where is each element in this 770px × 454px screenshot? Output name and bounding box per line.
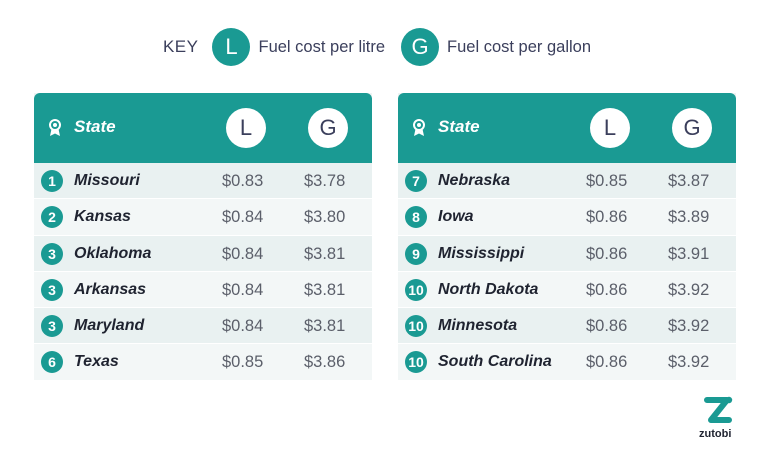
litre-price: $0.86: [586, 244, 628, 263]
right-table-header: State L G: [398, 93, 736, 163]
gallon-price: $3.80: [304, 208, 346, 227]
rank-badge: 3: [41, 278, 63, 301]
table-row: 9 Mississippi $0.86 $3.91: [398, 235, 736, 272]
state-name: Oklahoma: [74, 244, 152, 262]
state-name: Maryland: [74, 317, 145, 335]
state-name: Texas: [74, 353, 119, 371]
left-table: State L G 1 Missouri $0.83 $3.78 2 Kansa…: [34, 93, 372, 381]
right-table-body: 7 Nebraska $0.85 $3.87 8 Iowa $0.86 $3.8…: [398, 163, 736, 381]
rank-badge: 7: [405, 170, 427, 192]
table-row: 7 Nebraska $0.85 $3.87: [398, 163, 736, 200]
litre-price: $0.86: [586, 353, 628, 372]
gallon-header-badge: G: [308, 108, 348, 148]
table-row: 3 Maryland $0.84 $3.81: [34, 308, 372, 345]
litre-price: $0.84: [222, 244, 264, 263]
gallon-price: $3.81: [304, 317, 346, 336]
table-row: 6 Texas $0.85 $3.86: [34, 344, 372, 381]
state-header: State: [438, 117, 480, 136]
state-name: North Dakota: [438, 280, 539, 298]
table-row: 2 Kansas $0.84 $3.80: [34, 199, 372, 236]
state-name: Mississippi: [438, 244, 525, 262]
litre-price: $0.83: [222, 172, 264, 190]
rank-badge: 3: [41, 242, 63, 265]
state-name: Missouri: [74, 172, 140, 189]
state-name: South Carolina: [438, 353, 552, 371]
rank-badge: 10: [405, 351, 427, 374]
gallon-price: $3.81: [304, 280, 346, 299]
table-row: 10 Minnesota $0.86 $3.92: [398, 308, 736, 345]
gallon-key-text: Fuel cost per gallon: [447, 37, 592, 56]
rank-badge: 10: [405, 278, 427, 301]
award-ribbon-icon: [49, 119, 61, 136]
litre-price: $0.85: [222, 353, 264, 372]
gallon-price: $3.91: [668, 244, 710, 263]
litre-price: $0.85: [586, 172, 628, 190]
gallon-price: $3.78: [304, 172, 346, 190]
rank-badge: 8: [405, 206, 427, 229]
gallon-price: $3.92: [668, 280, 710, 299]
table-row: 10 North Dakota $0.86 $3.92: [398, 271, 736, 309]
litre-price: $0.84: [222, 280, 264, 299]
litre-price: $0.86: [586, 208, 628, 227]
brand-name: zutobi: [699, 428, 732, 440]
litre-header-badge: L: [590, 108, 630, 148]
gallon-price: $3.92: [668, 353, 710, 372]
rank-badge: 9: [405, 242, 427, 265]
zutobi-logo-icon: [704, 396, 733, 423]
litre-price: $0.84: [222, 208, 264, 227]
table-row: 10 South Carolina $0.86 $3.92: [398, 344, 736, 381]
litre-key-badge: L: [212, 28, 251, 66]
litre-header-badge: L: [226, 108, 266, 148]
litre-price: $0.86: [586, 317, 628, 336]
state-name: Minnesota: [438, 317, 518, 335]
gallon-key-badge: G: [401, 28, 440, 66]
table-row: 3 Arkansas $0.84 $3.81: [34, 271, 372, 309]
key-label: KEY: [162, 37, 199, 56]
state-name: Arkansas: [74, 280, 147, 298]
state-name: Kansas: [74, 208, 131, 226]
left-table-body: 1 Missouri $0.83 $3.78 2 Kansas $0.84 $3…: [34, 163, 372, 381]
gallon-price: $3.92: [668, 317, 710, 336]
state-name: Nebraska: [438, 172, 511, 189]
award-ribbon-icon: [413, 119, 425, 136]
litre-price: $0.86: [586, 280, 628, 299]
gallon-price: $3.81: [304, 244, 346, 263]
table-row: 8 Iowa $0.86 $3.89: [398, 199, 736, 236]
rank-badge: 3: [41, 315, 63, 338]
gallon-price: $3.86: [304, 353, 346, 372]
table-row: 3 Oklahoma $0.84 $3.81: [34, 235, 372, 272]
gallon-price: $3.87: [668, 172, 710, 190]
litre-key-text: Fuel cost per litre: [258, 37, 386, 56]
rank-badge: 1: [41, 170, 63, 192]
table-row: 1 Missouri $0.83 $3.78: [34, 163, 372, 200]
rank-badge: 6: [41, 351, 63, 374]
litre-price: $0.84: [222, 317, 264, 336]
right-table: State L G 7 Nebraska $0.85 $3.87 8 Iowa …: [398, 93, 736, 381]
rank-badge: 2: [41, 206, 63, 229]
gallon-price: $3.89: [668, 208, 710, 227]
gallon-header-badge: G: [672, 108, 712, 148]
state-name: Iowa: [438, 208, 474, 226]
key-legend: KEY L Fuel cost per litre G Fuel cost pe…: [0, 26, 770, 68]
left-table-header: State L G: [34, 93, 372, 163]
state-header: State: [74, 117, 116, 136]
rank-badge: 10: [405, 315, 427, 338]
